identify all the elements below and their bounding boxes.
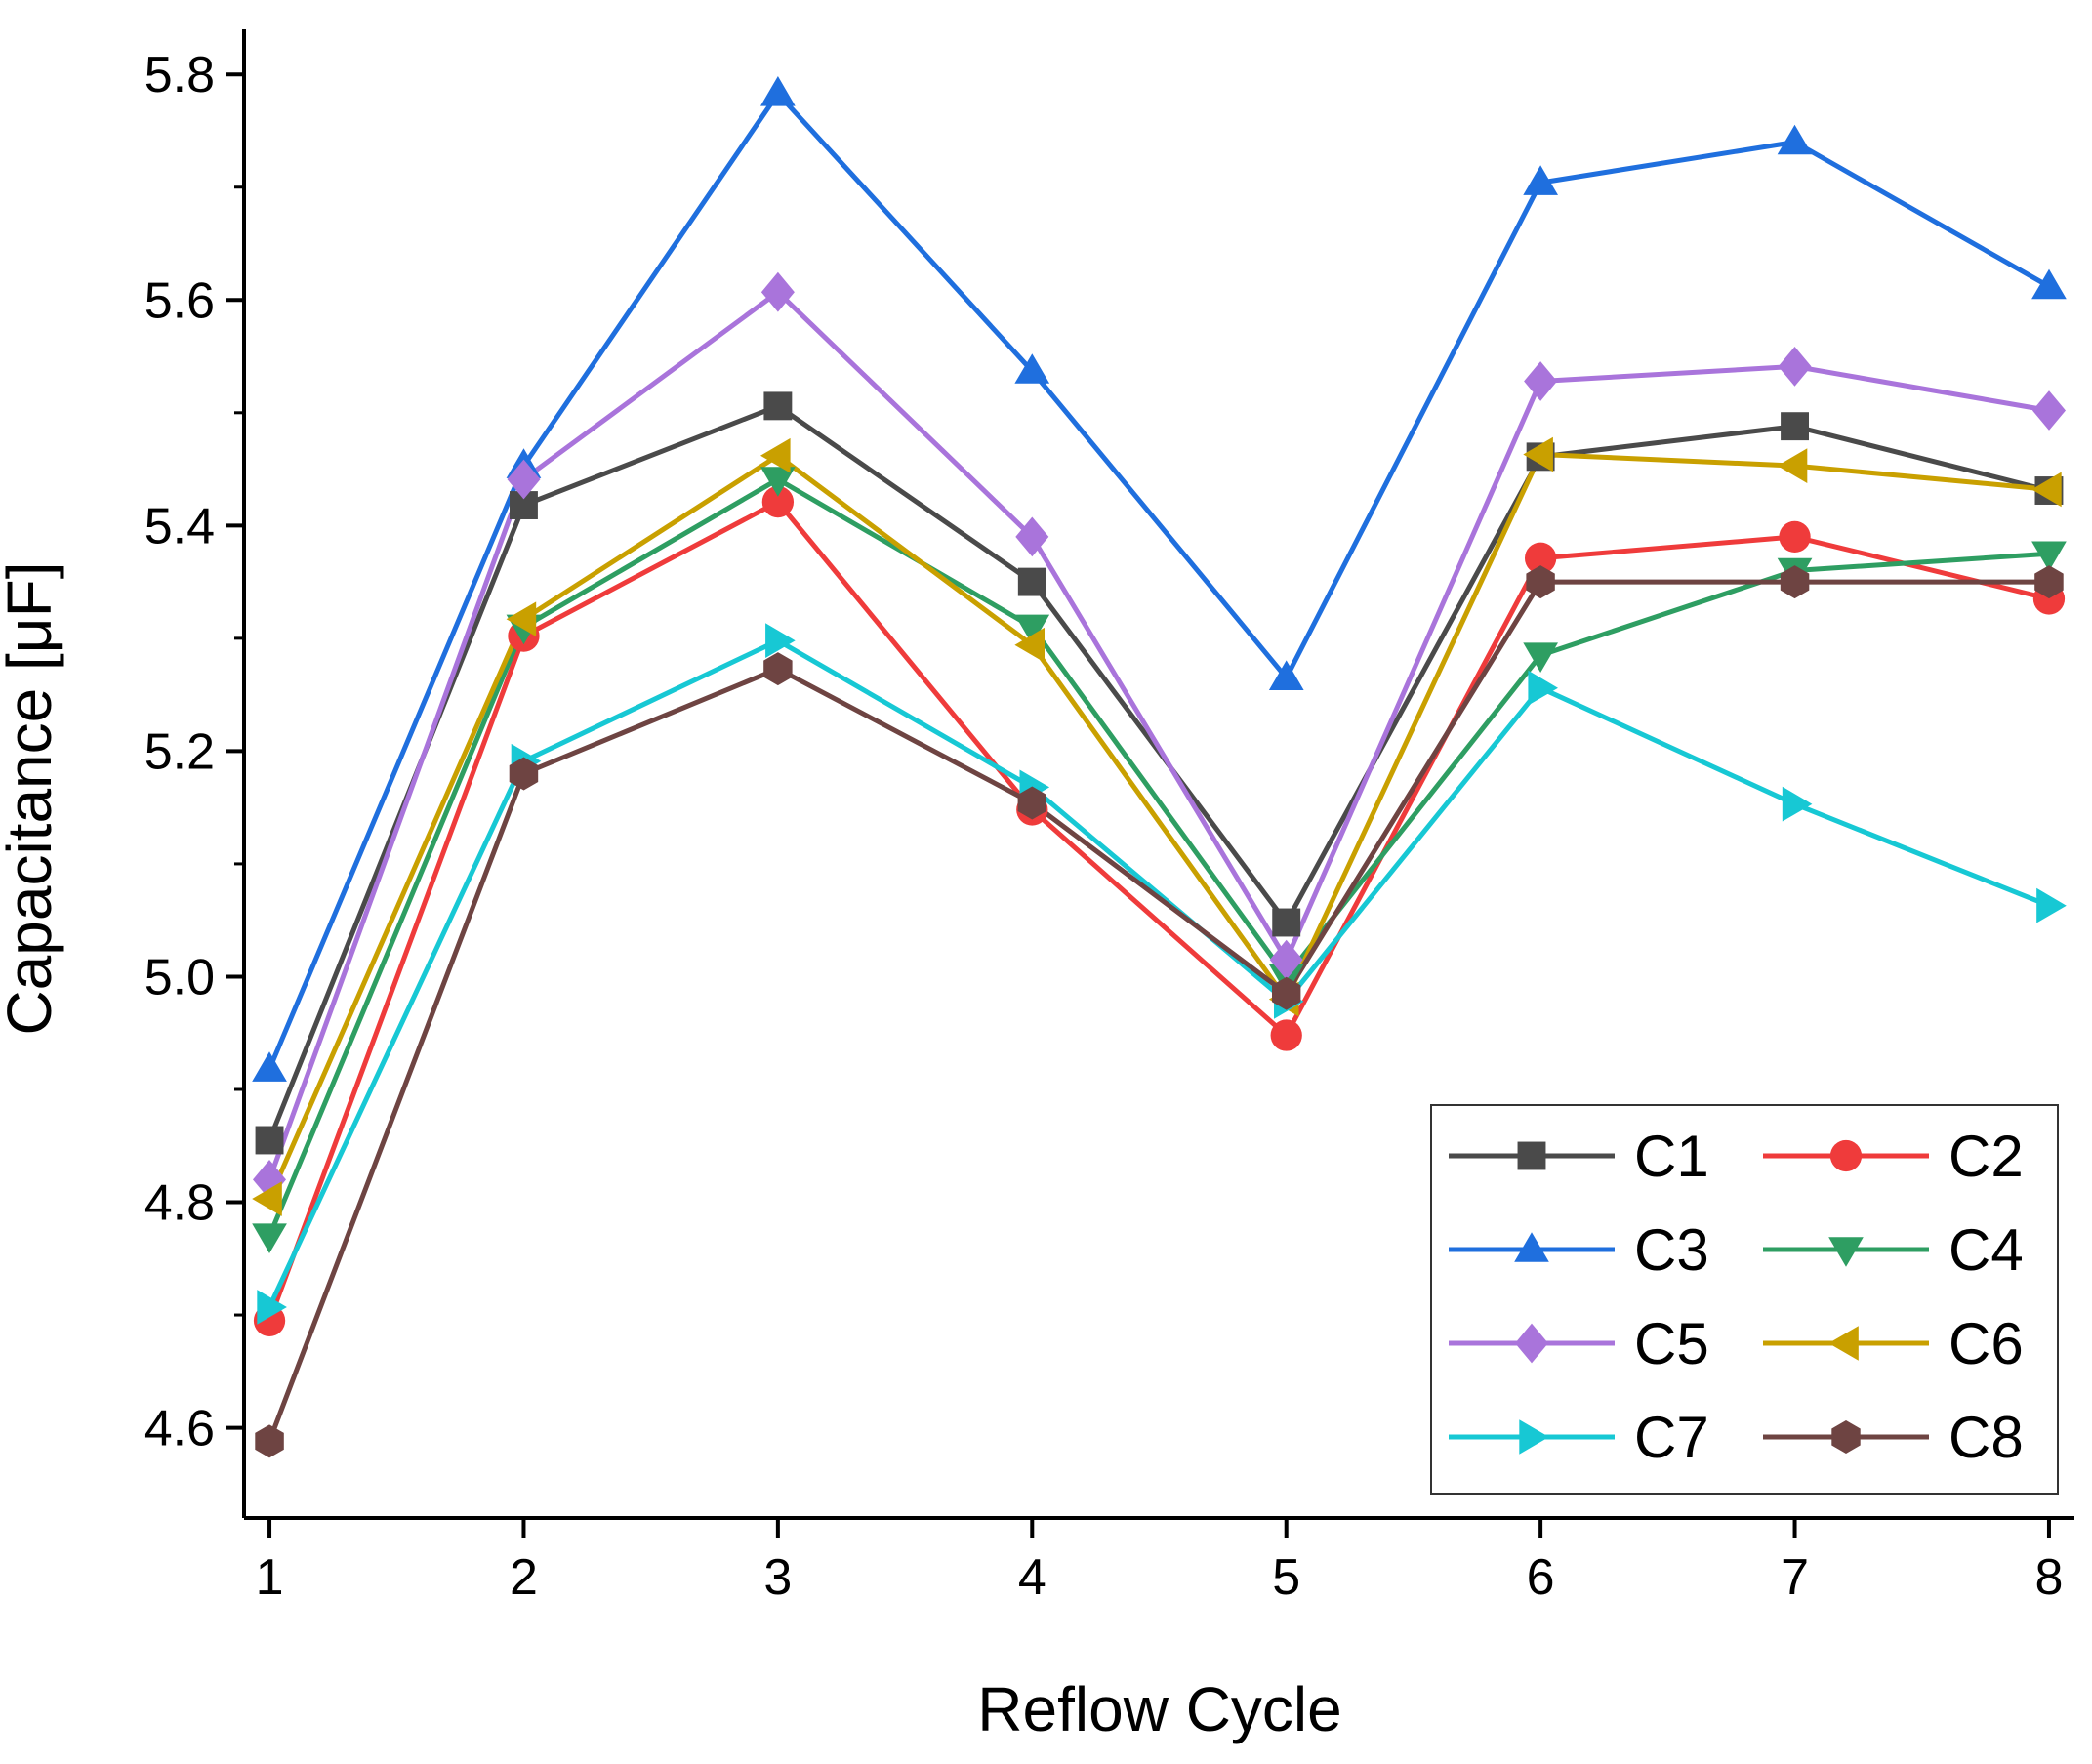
data-point-c6-6 (1523, 436, 1553, 472)
legend-label-c1: C1 (1634, 1124, 1709, 1189)
data-point-c3-6 (1523, 165, 1558, 195)
data-point-c6-1 (252, 1181, 282, 1216)
data-point-c6-8 (2031, 472, 2062, 508)
legend-swatch-marker (1831, 1420, 1861, 1454)
legend-label-c2: C2 (1948, 1124, 2024, 1189)
y-tick-label: 4.8 (144, 1175, 215, 1232)
data-point-c7-8 (2036, 887, 2067, 923)
legend-swatch-marker (1515, 1323, 1548, 1364)
data-point-c8-3 (763, 652, 793, 686)
data-point-c1-7 (1781, 412, 1809, 441)
data-point-c3-8 (2031, 268, 2067, 300)
data-point-c8-8 (2034, 565, 2064, 599)
legend-swatch-marker (1829, 1139, 1863, 1172)
series-line-c5 (267, 289, 2050, 1181)
series-line-c6 (267, 452, 2050, 1201)
legend-label-c8: C8 (1948, 1405, 2024, 1470)
legend-label-c6: C6 (1948, 1311, 2024, 1376)
data-point-c4-6 (1523, 642, 1558, 673)
y-axis-title: Capacitance [μF] (0, 561, 64, 1035)
x-tick-label: 4 (1018, 1549, 1046, 1606)
data-point-c3-5 (1268, 660, 1304, 690)
data-point-c5-4 (1015, 516, 1049, 557)
x-tick-label: 6 (1527, 1549, 1555, 1606)
data-point-c8-6 (1526, 565, 1555, 599)
data-point-c7-7 (1782, 786, 1813, 822)
data-point-c1-1 (255, 1126, 284, 1155)
legend-label-c4: C4 (1948, 1217, 2024, 1283)
data-point-c6-3 (760, 437, 791, 473)
series-line-c2 (267, 499, 2050, 1322)
data-point-c5-2 (507, 459, 541, 500)
y-tick-label: 5.6 (144, 272, 215, 329)
data-point-c2-5 (1270, 1019, 1302, 1051)
data-point-c3-4 (1014, 353, 1050, 384)
data-point-c5-6 (1524, 361, 1558, 401)
plot-markers (252, 76, 2067, 1458)
data-point-c4-3 (760, 467, 796, 497)
data-point-c8-4 (1017, 786, 1046, 820)
y-tick-label: 5.8 (144, 47, 215, 103)
data-point-c2-7 (1779, 520, 1811, 554)
data-point-c6-2 (506, 601, 537, 637)
legend: C1 C2 C3 C4 C5 C6 C7 C8 (1430, 1104, 2059, 1495)
data-point-c5-5 (1269, 939, 1303, 980)
data-point-c5-3 (760, 271, 795, 312)
data-point-c8-7 (1780, 565, 1810, 599)
data-point-c2-3 (761, 485, 795, 518)
legend-swatch-marker (1514, 1232, 1549, 1262)
x-axis-title: Reflow Cycle (977, 1674, 1341, 1744)
series-line-c7 (267, 637, 2050, 1309)
data-point-c3-7 (1777, 124, 1813, 155)
legend-label-c7: C7 (1634, 1405, 1709, 1470)
data-point-c8-5 (1272, 976, 1301, 1010)
x-tick-label: 7 (1781, 1549, 1809, 1606)
data-point-c8-2 (509, 757, 539, 791)
data-point-c3-1 (252, 1051, 287, 1082)
data-point-c7-3 (765, 623, 796, 658)
legend-swatch-marker (1828, 1237, 1864, 1267)
data-point-c8-1 (255, 1424, 284, 1458)
legend-swatch-marker (1519, 1419, 1549, 1455)
data-point-c4-8 (2031, 541, 2067, 572)
data-point-c3-3 (760, 76, 796, 106)
legend-label-c5: C5 (1634, 1311, 1709, 1376)
series-line-c4 (267, 476, 2050, 1238)
x-tick-label: 8 (2034, 1549, 2063, 1606)
data-point-c6-7 (1777, 448, 1808, 483)
axes (242, 29, 2074, 1520)
axis-ticks: 4.6 4.8 5.0 5.2 5.4 5.6 5.8 1 2 3 4 5 6 7 8 (144, 47, 2064, 1606)
data-point-c5-1 (253, 1160, 286, 1200)
data-point-c1-3 (763, 391, 793, 421)
plot-lines (267, 91, 2051, 1443)
data-point-c7-1 (257, 1290, 287, 1325)
data-point-c5-8 (2032, 390, 2066, 431)
data-point-c4-1 (252, 1223, 287, 1253)
legend-swatch-marker (1828, 1326, 1859, 1361)
data-point-c1-4 (1017, 567, 1046, 596)
data-point-c5-7 (1778, 347, 1812, 387)
legend-swatch-marker (1517, 1141, 1546, 1170)
data-point-c7-6 (1528, 670, 1558, 706)
data-point-c1-5 (1272, 908, 1301, 937)
legend-label-c3: C3 (1634, 1217, 1709, 1283)
x-tick-label: 5 (1272, 1549, 1300, 1606)
series-line-c3 (267, 91, 2051, 1071)
y-tick-label: 5.2 (144, 723, 215, 780)
y-tick-label: 5.4 (144, 498, 215, 554)
data-point-c4-4 (1014, 614, 1050, 645)
y-tick-label: 5.0 (144, 949, 215, 1005)
y-tick-label: 4.6 (144, 1401, 215, 1457)
series-line-c8 (267, 579, 2049, 1443)
x-tick-label: 3 (763, 1549, 792, 1606)
data-point-c2-6 (1524, 542, 1557, 574)
data-point-c6-4 (1014, 627, 1045, 663)
x-tick-label: 2 (510, 1549, 538, 1606)
x-tick-label: 1 (256, 1549, 284, 1606)
